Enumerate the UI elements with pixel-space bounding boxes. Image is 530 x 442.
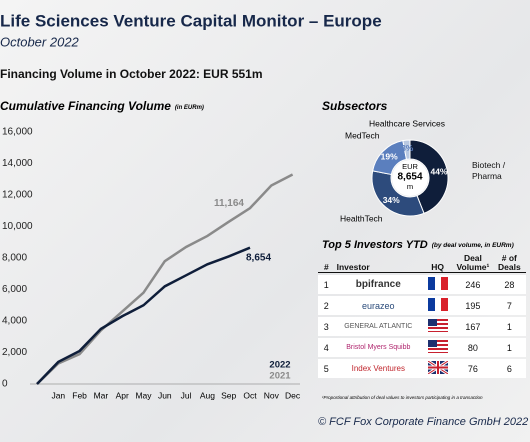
flag bbox=[421, 296, 454, 315]
row: 2 eurazeo 195 7 bbox=[318, 296, 526, 315]
pie-slice bbox=[402, 139, 411, 160]
slice-label: 3% bbox=[401, 143, 414, 153]
flag-fr bbox=[427, 277, 448, 290]
volume: 80 bbox=[453, 338, 493, 357]
investor: bpifrance bbox=[334, 275, 422, 294]
y-tick-label: 12,000 bbox=[2, 190, 33, 201]
col-header: # bbox=[318, 254, 335, 273]
x-tick-label: Oct bbox=[243, 390, 257, 400]
col-header: Investor bbox=[334, 254, 422, 273]
volume: 167 bbox=[453, 317, 493, 336]
flag-us bbox=[427, 319, 448, 332]
flag bbox=[421, 359, 454, 378]
col-header: # of Deals bbox=[492, 254, 526, 273]
y-tick-label: 8,000 bbox=[2, 253, 27, 264]
subtitle: October 2022 bbox=[0, 34, 80, 49]
table-subtitle: (by deal volume, in EURm) bbox=[432, 242, 514, 249]
deals: 1 bbox=[492, 338, 526, 357]
deals: 6 bbox=[492, 359, 526, 378]
deals: 7 bbox=[492, 296, 526, 315]
footer: © FCF Fox Corporate Finance GmbH 2022 bbox=[318, 416, 528, 428]
rank: 3 bbox=[318, 317, 335, 336]
pie-title: Subsectors bbox=[322, 99, 388, 113]
center-label: 8,654 bbox=[397, 172, 422, 183]
center-label: EUR bbox=[402, 162, 418, 171]
col-header: HQ bbox=[421, 254, 454, 273]
x-tick-label: Jul bbox=[181, 390, 192, 400]
series-line bbox=[36, 246, 251, 385]
x-tick-label: Dec bbox=[285, 390, 301, 400]
x-tick-label: Sep bbox=[221, 390, 236, 400]
flag-fr bbox=[427, 298, 448, 311]
pie-slice bbox=[409, 139, 449, 214]
center-label: m bbox=[407, 182, 413, 191]
row: 1 bpifrance 246 28 bbox=[318, 275, 526, 294]
x-tick-label: Jan bbox=[51, 390, 65, 400]
title: Life Sciences Venture Capital Monitor – … bbox=[0, 11, 382, 30]
flag bbox=[421, 275, 454, 294]
category-label: MedTech bbox=[345, 130, 380, 140]
volume: 195 bbox=[453, 296, 493, 315]
line-title-text: Cumulative Financing Volume bbox=[0, 99, 171, 113]
line-subtitle: (in EURm) bbox=[175, 105, 204, 111]
y-tick-label: 6,000 bbox=[2, 284, 27, 295]
y-tick-label: 14,000 bbox=[2, 158, 33, 169]
series-line bbox=[36, 173, 294, 385]
legend-entry: 2021 bbox=[269, 371, 291, 382]
rank: 2 bbox=[318, 296, 335, 315]
y-tick-label: 0 bbox=[2, 379, 8, 390]
row: 4 Bristol Myers Squibb 80 1 bbox=[318, 338, 526, 357]
volume: 246 bbox=[453, 275, 493, 294]
y-tick-label: 4,000 bbox=[2, 316, 27, 327]
investor: eurazeo bbox=[334, 296, 422, 315]
x-tick-label: Mar bbox=[94, 390, 109, 400]
deals: 28 bbox=[492, 275, 526, 294]
pie-label: Biotech / Pharma bbox=[472, 160, 506, 181]
flag bbox=[421, 317, 454, 336]
y-tick-label: 10,000 bbox=[2, 221, 33, 232]
x-tick-label: Feb bbox=[72, 390, 87, 400]
investor: Index Ventures bbox=[334, 359, 422, 378]
x-tick-label: Apr bbox=[116, 390, 129, 400]
deals: 1 bbox=[492, 317, 526, 336]
x-tick-label: Aug bbox=[200, 390, 215, 400]
table-title: Top 5 Investors YTD (by deal volume, in E… bbox=[322, 239, 514, 251]
rank: 4 bbox=[318, 338, 335, 357]
row: 5 Index Ventures 76 6 bbox=[318, 359, 526, 378]
x-tick-label: Nov bbox=[264, 390, 280, 400]
x-tick-label: Jun bbox=[158, 390, 172, 400]
headline: Financing Volume in October 2022: EUR 55… bbox=[0, 67, 263, 81]
category-label: Healthcare Services bbox=[369, 118, 445, 128]
investor: GENERAL ATLANTIC bbox=[334, 317, 422, 336]
table-title-text: Top 5 Investors YTD bbox=[322, 239, 428, 251]
data-label: 11,164 bbox=[214, 198, 244, 209]
slice-label: 34% bbox=[383, 195, 400, 205]
flag bbox=[421, 338, 454, 357]
header-row: # Investor HQ Deal Volume¹ # of Deals bbox=[318, 254, 526, 273]
data-label: 8,654 bbox=[246, 252, 271, 263]
slice-label: 19% bbox=[381, 151, 398, 161]
volume: 76 bbox=[453, 359, 493, 378]
category-label: HealthTech bbox=[340, 213, 383, 223]
flag-uk bbox=[426, 359, 449, 376]
line-title: Cumulative Financing Volume (in EURm) bbox=[0, 99, 204, 113]
y-tick-label: 16,000 bbox=[2, 127, 33, 138]
legend-entry: 2022 bbox=[269, 360, 290, 371]
flag-us bbox=[427, 340, 448, 353]
pie-center bbox=[392, 160, 428, 196]
investor: Bristol Myers Squibb bbox=[334, 338, 422, 357]
rank: 5 bbox=[318, 359, 335, 378]
slice-label: 44% bbox=[430, 167, 447, 177]
col-header: Deal Volume¹ bbox=[453, 254, 493, 273]
y-tick-label: 2,000 bbox=[2, 347, 27, 358]
row: 3 GENERAL ATLANTIC 167 1 bbox=[318, 317, 526, 336]
footnote: ¹Proportional attribution of deal values… bbox=[322, 395, 483, 400]
x-tick-label: May bbox=[135, 390, 152, 400]
rank: 1 bbox=[318, 275, 335, 294]
